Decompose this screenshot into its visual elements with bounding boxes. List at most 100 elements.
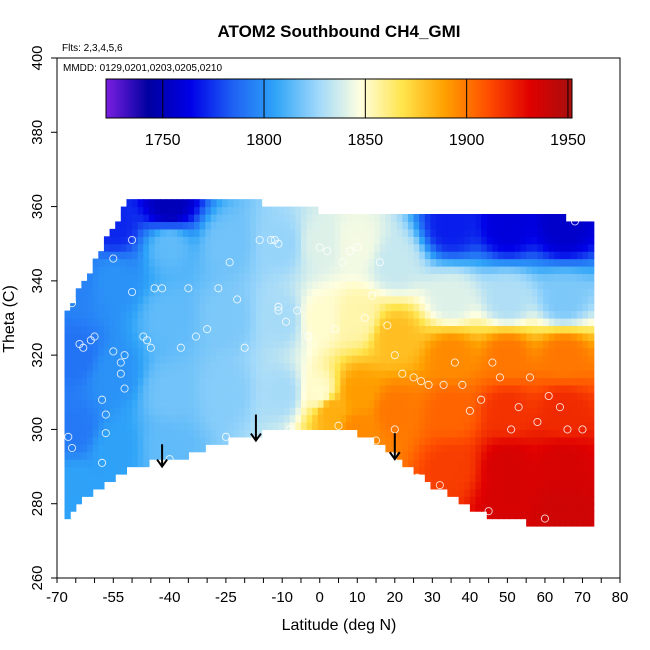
heat-cell — [194, 347, 201, 356]
heat-cell — [64, 355, 71, 364]
heat-cell — [81, 481, 88, 490]
heat-cell — [137, 392, 144, 401]
heat-cell — [402, 251, 409, 260]
heat-cell — [165, 347, 173, 356]
heat-cell — [154, 280, 161, 289]
heat-cell — [559, 362, 567, 371]
heat-cell — [267, 206, 274, 215]
heat-cell — [537, 303, 544, 312]
heat-cell — [70, 325, 77, 334]
colorbar-segment — [336, 79, 340, 118]
heat-cell — [458, 236, 465, 245]
heat-cell — [103, 273, 111, 282]
heat-cell — [509, 214, 516, 223]
observation-point — [484, 507, 493, 516]
heat-cell — [503, 384, 510, 393]
observation-point — [315, 243, 324, 252]
heat-cell — [537, 325, 544, 334]
heat-cell — [582, 370, 589, 379]
colorbar-segment — [391, 79, 395, 118]
heat-cell — [103, 392, 111, 401]
heat-cell — [182, 444, 189, 453]
heat-cell — [177, 332, 184, 341]
heat-cell — [424, 466, 432, 475]
colorbar-segment — [357, 79, 360, 118]
heat-cell — [210, 243, 218, 252]
heat-cell — [233, 243, 240, 252]
heat-cell — [103, 422, 111, 431]
heat-cell — [115, 280, 122, 289]
heat-cell — [441, 340, 448, 349]
heat-cell — [64, 459, 71, 468]
heat-cell — [407, 436, 415, 445]
heat-cell — [430, 392, 437, 401]
heat-cell — [588, 228, 595, 237]
heat-cell — [419, 407, 426, 416]
heat-cell — [143, 436, 150, 445]
heat-cell — [120, 340, 128, 349]
heat-cell — [520, 347, 527, 356]
colorbar-segment — [330, 79, 334, 118]
colorbar-segment — [420, 79, 423, 118]
heat-cell — [278, 221, 285, 230]
heat-cell — [503, 318, 510, 327]
heat-cell — [464, 377, 471, 386]
heat-cell — [520, 429, 527, 438]
heat-cell — [571, 228, 578, 237]
heat-cell — [346, 422, 353, 431]
heat-cell — [210, 251, 218, 260]
heat-cell — [177, 214, 184, 223]
heat-cell — [447, 384, 454, 393]
heat-cell — [132, 355, 139, 364]
heat-cell — [199, 377, 206, 386]
heat-cell — [531, 214, 539, 223]
heat-cell — [64, 503, 71, 512]
heat-cell — [385, 258, 392, 267]
heat-cell — [205, 266, 212, 275]
heat-cell — [120, 251, 128, 260]
heat-cell — [239, 392, 246, 401]
heat-cell — [503, 377, 510, 386]
heat-cell — [182, 318, 189, 327]
observation-point — [293, 306, 302, 315]
heat-cell — [458, 436, 465, 445]
heat-cell — [227, 347, 235, 356]
heat-cell — [222, 280, 229, 289]
heat-cell — [92, 436, 99, 445]
heat-cell — [103, 474, 111, 483]
heat-cell — [362, 377, 370, 386]
heat-cell — [576, 474, 584, 483]
heat-cell — [458, 214, 465, 223]
heat-cell — [295, 251, 302, 260]
heat-cell — [582, 332, 589, 341]
colorbar-segment — [191, 79, 194, 118]
observation-point — [120, 351, 129, 360]
heat-cell — [396, 384, 403, 393]
heat-cell — [233, 392, 240, 401]
observation-point — [409, 373, 418, 382]
heat-cell — [424, 228, 432, 237]
heat-cell — [385, 280, 392, 289]
heat-cell — [87, 273, 94, 282]
heat-cell — [227, 399, 235, 408]
heat-cell — [492, 347, 499, 356]
heat-cell — [464, 266, 471, 275]
heat-cell — [492, 355, 499, 364]
heat-cell — [278, 273, 285, 282]
heat-cell — [132, 310, 139, 319]
heat-cell — [430, 384, 437, 393]
heat-cell — [531, 474, 539, 483]
heat-cell — [571, 251, 578, 260]
heat-cell — [87, 399, 94, 408]
heat-cell — [323, 407, 330, 416]
heat-cell — [70, 429, 77, 438]
heat-cell — [554, 399, 561, 408]
x-tick-label: -55 — [102, 589, 124, 606]
x-tick-label: 50 — [499, 589, 516, 606]
heat-cell — [492, 422, 499, 431]
heat-cell — [486, 221, 493, 230]
heat-cell — [475, 303, 482, 312]
heat-cell — [143, 310, 150, 319]
heat-cell — [143, 451, 150, 460]
heat-cell — [194, 407, 201, 416]
